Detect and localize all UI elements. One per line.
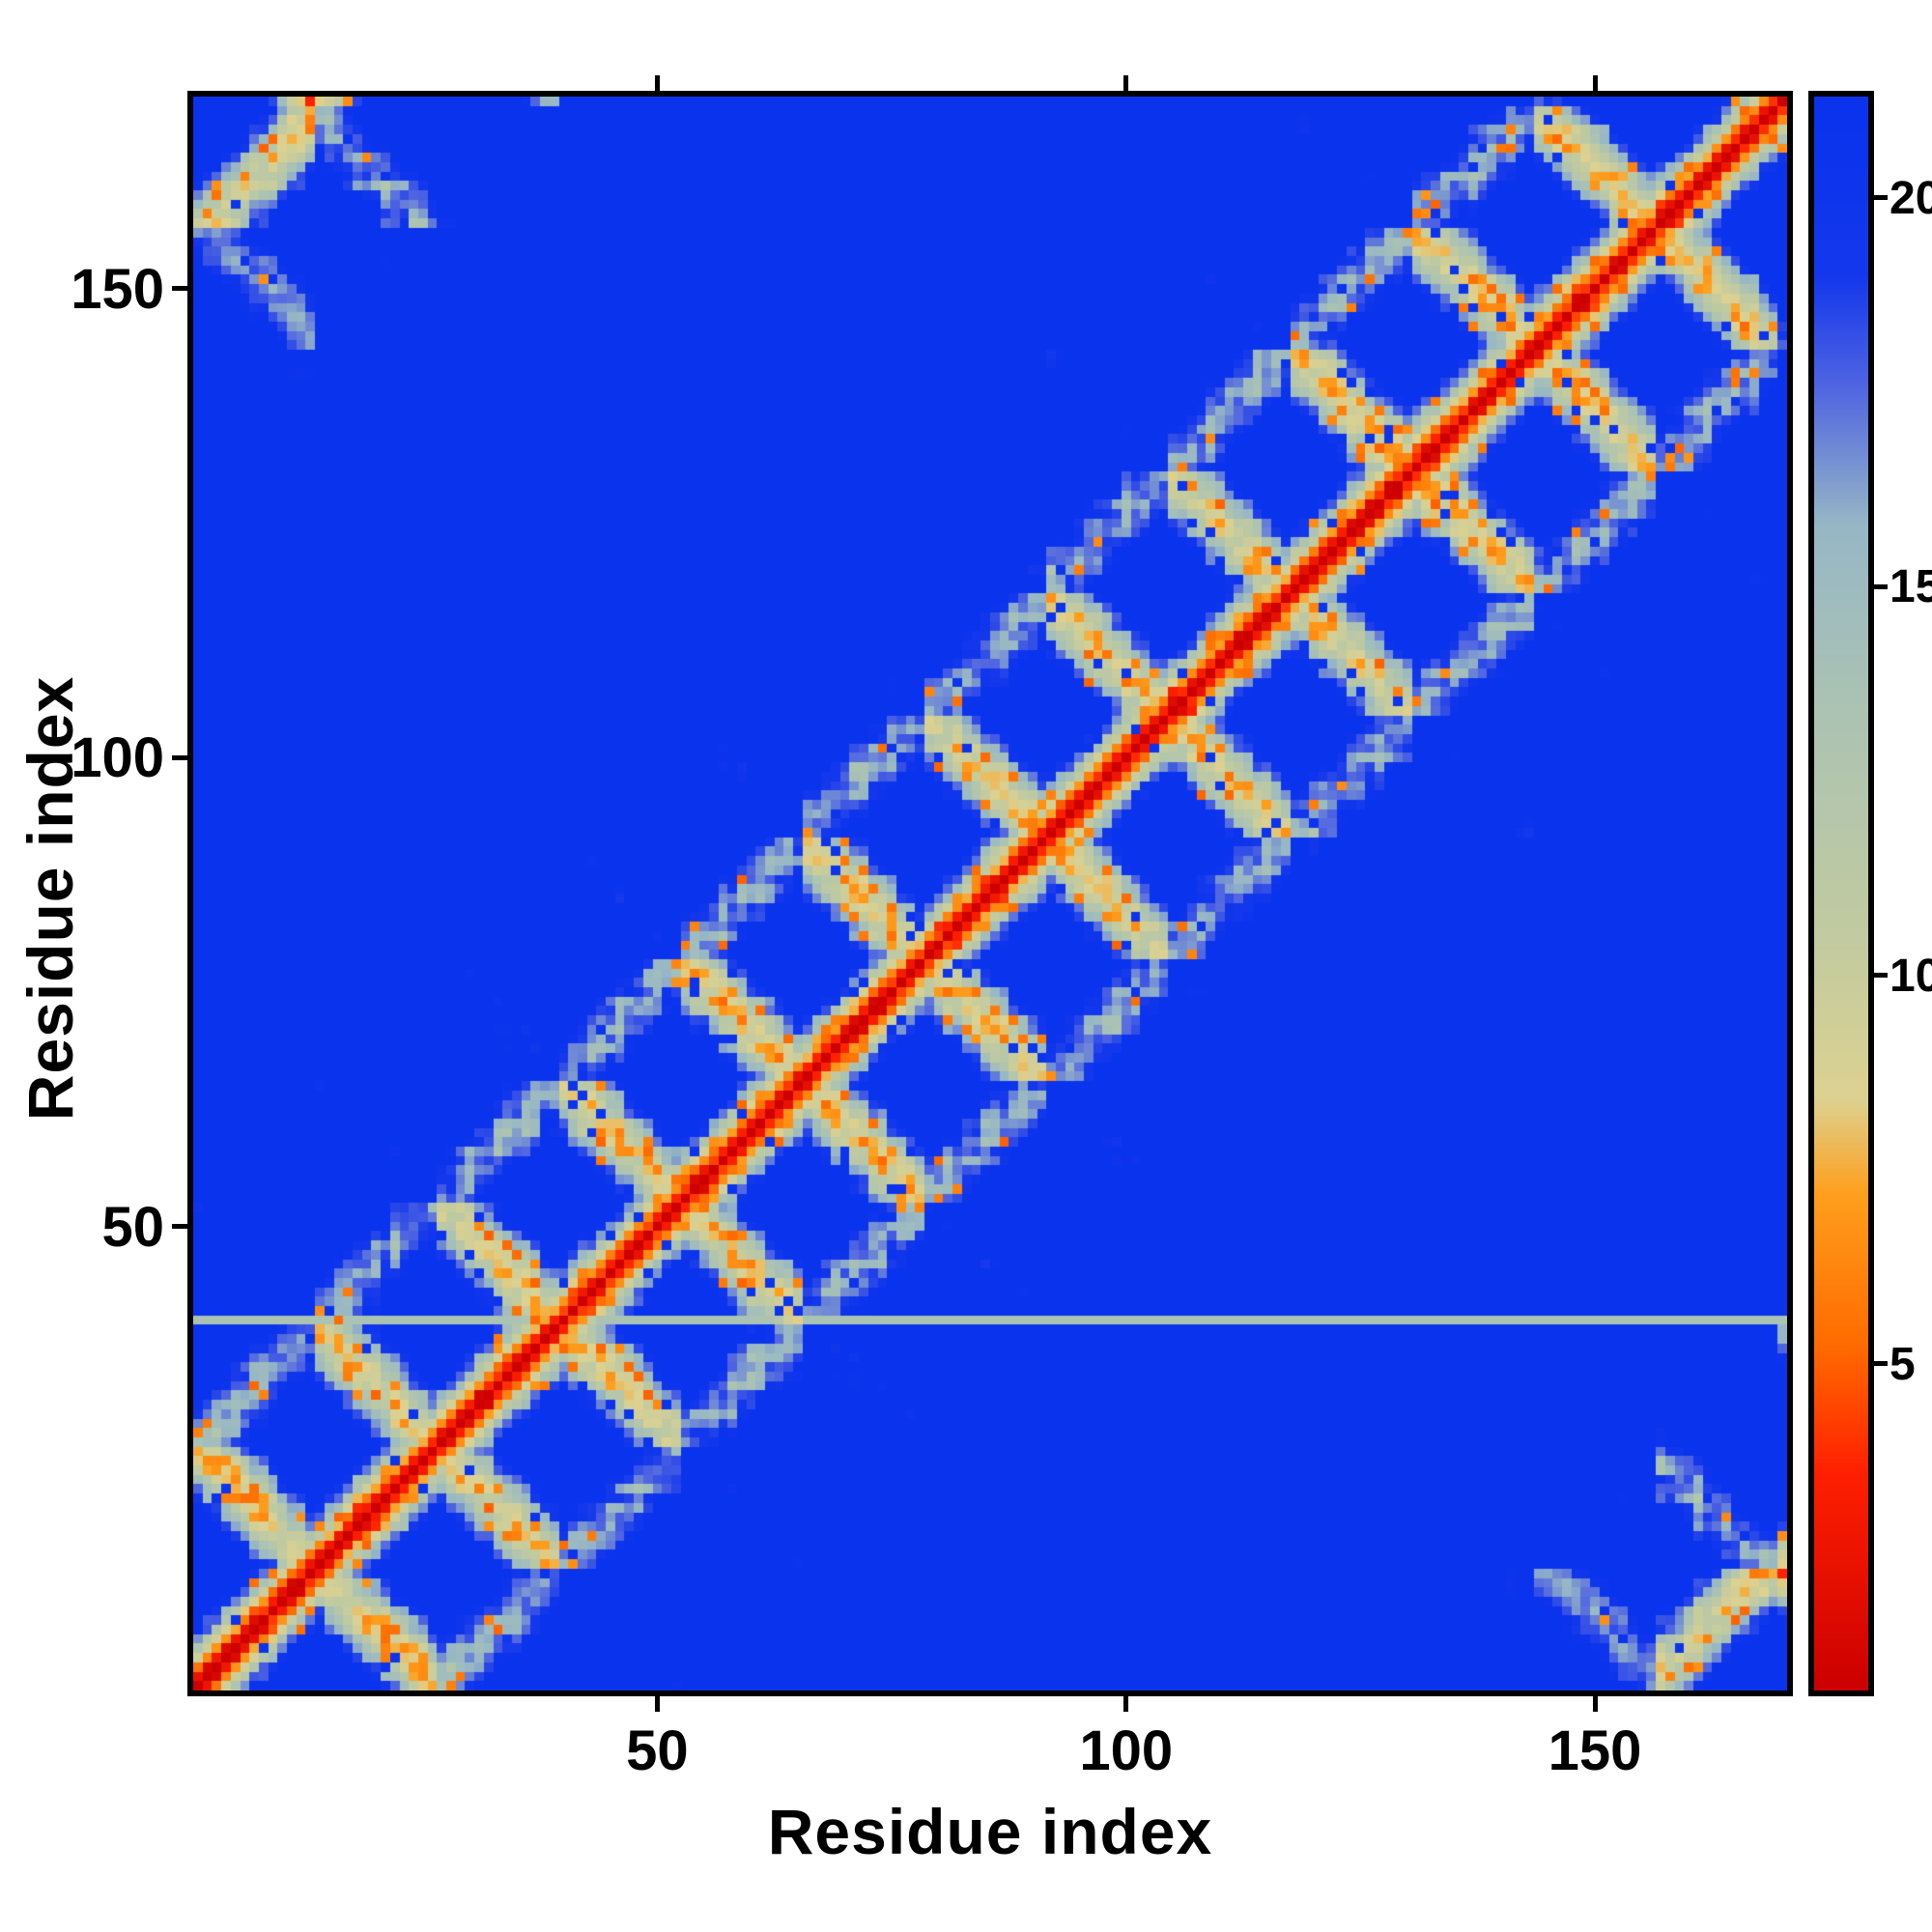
x-tick-label: 150 [1548, 1719, 1642, 1782]
heatmap-canvas [193, 97, 1787, 1690]
x-tick-label: 100 [1079, 1719, 1174, 1782]
colorbar-tick-mark [1874, 195, 1888, 201]
x-top-tick-mark [1592, 75, 1598, 91]
x-tick-mark [1592, 1696, 1598, 1712]
colorbar-canvas [1814, 97, 1868, 1690]
y-tick-mark [172, 1224, 187, 1230]
colorbar-tick-mark [1874, 583, 1888, 589]
colorbar-tick-label: 20 [1889, 172, 1932, 224]
x-tick-label: 50 [626, 1719, 689, 1782]
y-tick-mark [172, 286, 187, 292]
colorbar-tick-label: 15 [1889, 561, 1932, 613]
y-tick-label: 150 [71, 257, 164, 321]
x-top-tick-mark [654, 75, 660, 91]
colorbar-tick-label: 5 [1889, 1338, 1916, 1390]
x-axis-label: Residue index [767, 1796, 1213, 1867]
y-tick-label: 100 [71, 726, 164, 790]
colorbar-tick-mark [1874, 1361, 1888, 1367]
y-tick-mark [172, 754, 187, 760]
x-tick-mark [654, 1696, 660, 1712]
colorbar-frame [1808, 91, 1874, 1696]
x-tick-mark [1123, 1696, 1129, 1712]
x-top-tick-mark [1123, 75, 1129, 91]
y-tick-label: 50 [101, 1195, 164, 1259]
heatmap-frame [187, 91, 1793, 1696]
colorbar-tick-mark [1874, 973, 1888, 978]
colorbar-tick-label: 10 [1889, 950, 1932, 1002]
